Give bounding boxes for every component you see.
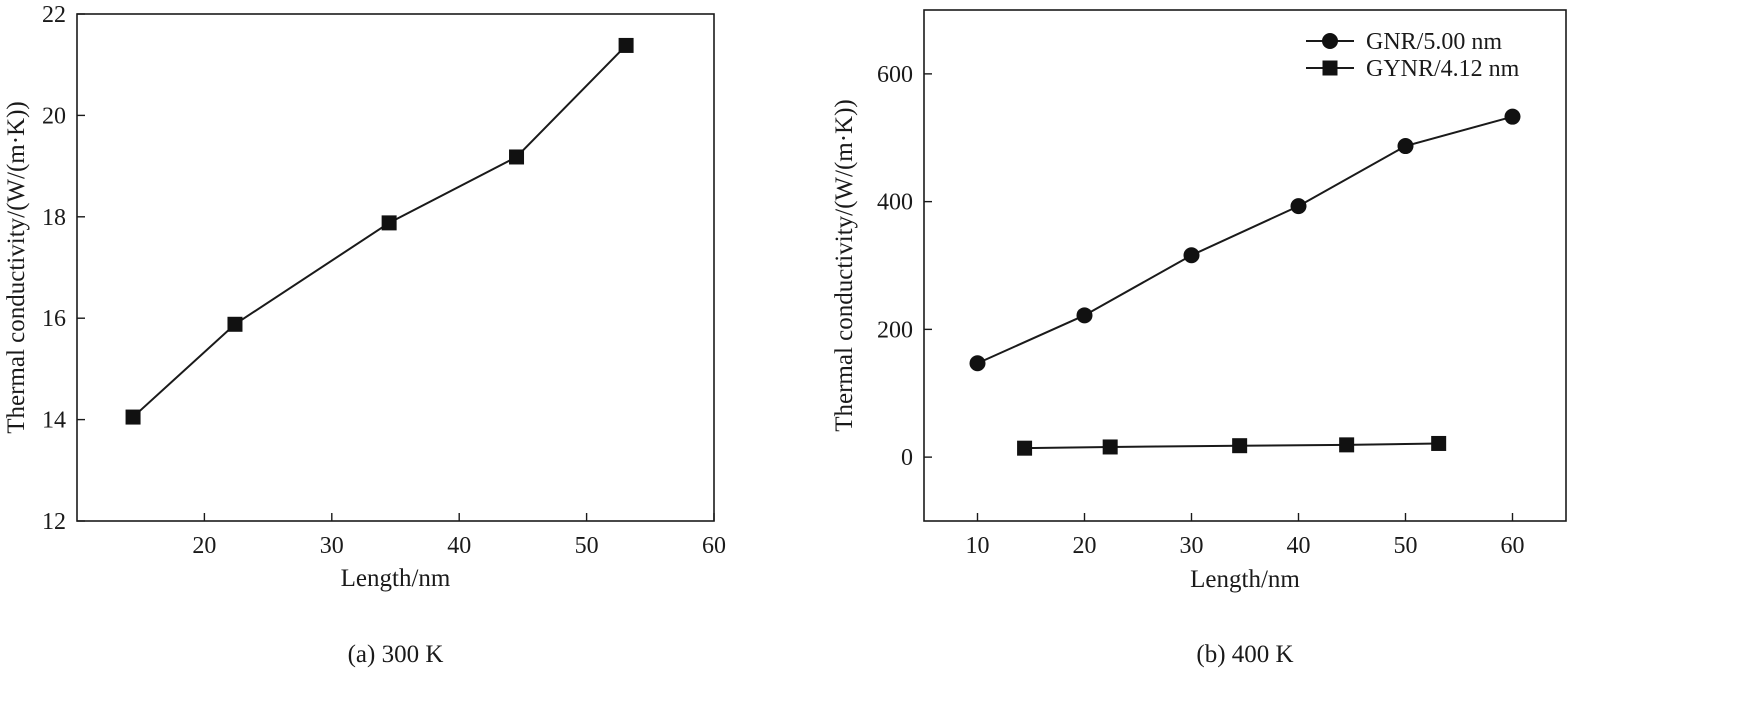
y-tick-label: 22 <box>42 2 66 28</box>
legend-label: GYNR/4.12 nm <box>1366 56 1520 82</box>
y-axis-label: Thermal conductivity/(W/(m·K)) <box>831 99 858 432</box>
data-point-circle <box>1290 198 1307 215</box>
x-tick-label: 60 <box>1501 533 1525 559</box>
data-point-circle <box>1504 108 1521 125</box>
y-tick-label: 18 <box>42 205 66 231</box>
x-tick-label: 60 <box>702 533 726 559</box>
x-tick-label: 10 <box>966 533 990 559</box>
data-point-square <box>1102 439 1118 455</box>
x-tick-label: 40 <box>1287 533 1311 559</box>
y-tick-label: 0 <box>901 445 913 471</box>
x-tick-label: 30 <box>320 533 344 559</box>
legend-label: GNR/5.00 nm <box>1366 29 1502 55</box>
data-point-circle <box>1397 138 1414 155</box>
y-tick-label: 400 <box>877 190 913 216</box>
data-point-square <box>1339 437 1355 453</box>
data-point-square <box>1017 440 1033 456</box>
legend-marker-circle <box>1322 33 1338 49</box>
data-point-square <box>227 316 243 332</box>
chart-panel-a: 20 30 40 50 60 12 14 16 18 20 22 Length/nm Thermal c… <box>3 2 726 668</box>
y-tick-label: 20 <box>42 103 66 129</box>
data-point-square <box>381 215 397 231</box>
data-point-square <box>125 409 141 425</box>
series-line <box>1024 442 1439 450</box>
y-tick-label: 12 <box>42 509 66 535</box>
y-axis-label: Thermal conductivity/(W/(m·K)) <box>3 101 30 434</box>
data-point-circle <box>1076 307 1093 324</box>
data-point-circle <box>1183 247 1200 264</box>
data-point-square <box>618 37 634 53</box>
series-line <box>977 115 1513 365</box>
x-axis-label: Length/nm <box>341 565 451 592</box>
x-tick-label: 50 <box>1394 533 1418 559</box>
series-square-0 <box>125 37 634 425</box>
y-tick-label: 16 <box>42 306 66 332</box>
x-tick-label: 40 <box>447 533 471 559</box>
plot-frame <box>76 13 715 522</box>
x-axis-label: Length/nm <box>1190 566 1300 593</box>
series-line <box>132 44 627 418</box>
legend-marker-square <box>1322 60 1338 76</box>
plot-frame <box>923 9 1567 522</box>
series-circle-0 <box>969 108 1521 372</box>
data-point-square <box>1431 435 1447 451</box>
data-point-square <box>509 149 525 165</box>
y-tick-label: 14 <box>42 408 66 434</box>
x-tick-label: 20 <box>192 533 216 559</box>
data-point-square <box>1232 438 1248 454</box>
x-tick-label: 30 <box>1180 533 1204 559</box>
panel-caption: (b) 400 K <box>1196 641 1293 668</box>
y-tick-label: 600 <box>877 62 913 88</box>
series-square-1 <box>1017 435 1447 456</box>
data-point-circle <box>969 355 986 372</box>
y-tick-label: 200 <box>877 317 913 343</box>
x-tick-label: 50 <box>575 533 599 559</box>
x-tick-label: 20 <box>1073 533 1097 559</box>
panel-caption: (a) 300 K <box>348 641 444 668</box>
